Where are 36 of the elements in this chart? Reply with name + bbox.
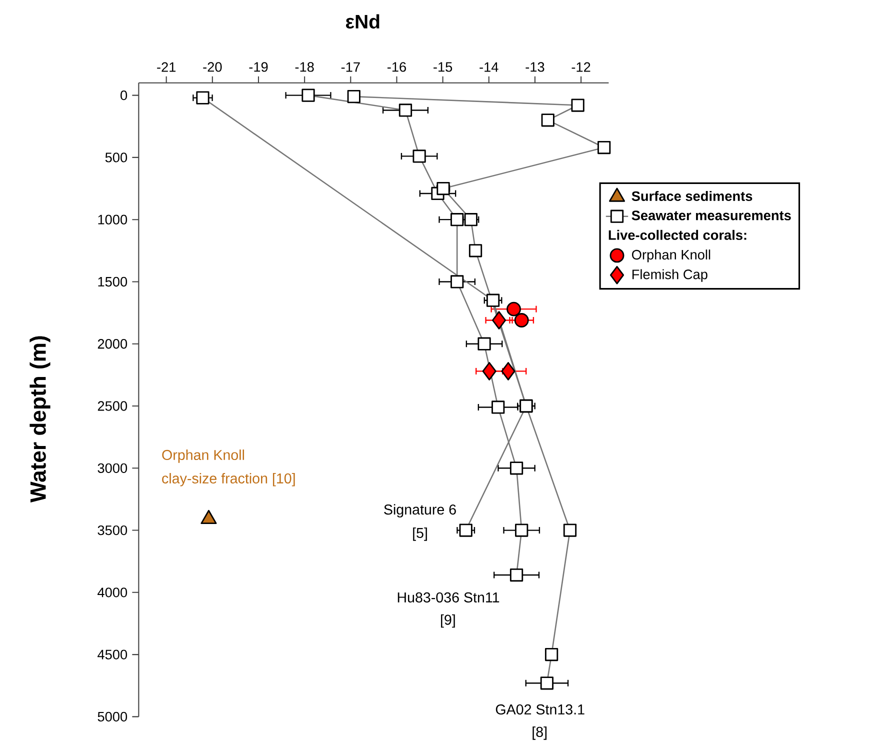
legend-title: Live-collected corals: xyxy=(608,230,746,240)
x-tick-label: -17 xyxy=(341,62,360,72)
y-tick-label: 3500 xyxy=(98,525,128,536)
y-tick-label: 1500 xyxy=(98,276,128,287)
y-tick-label: 500 xyxy=(105,152,128,162)
y-tick-label: 2500 xyxy=(98,401,128,411)
y-tick-label: 5000 xyxy=(98,712,128,722)
x-tick-label: -13 xyxy=(526,62,544,72)
x-tick-label: -18 xyxy=(295,62,314,72)
text: [8] xyxy=(532,726,547,740)
x-tick-label: -21 xyxy=(157,62,176,72)
x-axis-title: εNd xyxy=(346,14,380,29)
x-tick-label: -20 xyxy=(203,62,222,72)
y-axis-title: Water depth (m) xyxy=(30,336,50,502)
y-tick-label: 2000 xyxy=(98,339,128,349)
y-tick-label: 4500 xyxy=(98,650,128,660)
y-tick-label: 0 xyxy=(120,90,128,100)
y-tick-label: 4000 xyxy=(98,588,128,598)
x-tick-label: -12 xyxy=(572,62,590,72)
annotation: Orphan Knoll xyxy=(162,450,244,463)
annotation: [5] xyxy=(413,528,427,541)
annotation: [9] xyxy=(441,614,455,628)
annotation: Signature 6 xyxy=(384,504,456,518)
legend-label: Orphan Knoll xyxy=(632,250,710,262)
annotation: clay-size fraction [10] xyxy=(162,472,295,486)
legend-label: Seawater measurements xyxy=(632,210,791,220)
x-tick-label: -19 xyxy=(249,62,268,72)
y-tick-label: 3000 xyxy=(98,463,128,473)
legend-label: Surface sediments xyxy=(632,190,752,201)
annotation: Hu83-036 Stn11 xyxy=(398,592,500,602)
legend-label: Flemish Cap xyxy=(632,269,708,282)
x-tick-label: -16 xyxy=(387,62,406,72)
x-tick-label: -15 xyxy=(434,62,452,72)
y-tick-label: 1000 xyxy=(98,214,128,224)
annotation: GA02 Stn13.1 xyxy=(496,704,584,715)
x-tick-label: -14 xyxy=(480,62,498,72)
